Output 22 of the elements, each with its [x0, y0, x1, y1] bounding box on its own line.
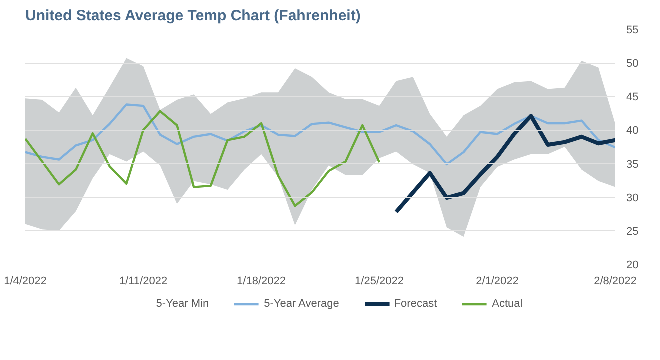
- x-tick-label: 2/1/2022: [476, 276, 519, 288]
- chart-title: United States Average Temp Chart (Fahrenheit): [26, 8, 361, 24]
- y-tick-label: 50: [626, 58, 639, 70]
- line-series: [26, 104, 616, 166]
- legend-label: Forecast: [394, 298, 438, 310]
- x-tick-label: 1/4/2022: [4, 276, 47, 288]
- x-tick-label: 2/8/2022: [594, 276, 637, 288]
- x-tick-label: 1/18/2022: [237, 276, 286, 288]
- y-tick-label: 40: [626, 125, 639, 138]
- x-tick-label: 1/11/2022: [119, 276, 168, 288]
- y-tick-label: 20: [626, 260, 639, 272]
- x-tick-label: 1/25/2022: [355, 276, 404, 288]
- y-tick-label: 55: [626, 24, 639, 36]
- y-tick-label: 30: [626, 192, 639, 204]
- legend-label: Actual: [492, 298, 523, 310]
- y-tick-label: 25: [626, 226, 639, 238]
- text: 5-Year Min: [156, 298, 210, 310]
- line-series: [26, 110, 381, 208]
- line-series: [394, 114, 616, 214]
- y-tick-label: 35: [626, 158, 639, 171]
- y-tick-label: 45: [626, 92, 639, 104]
- legend-label: 5-Year Average: [264, 298, 340, 310]
